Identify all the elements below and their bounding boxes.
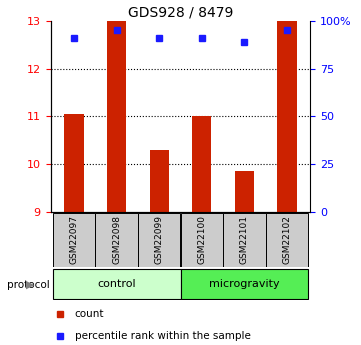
Bar [107,21,126,212]
Bar [235,171,254,212]
Text: count: count [75,309,104,319]
Bar [96,213,138,267]
Text: microgravity: microgravity [209,279,280,289]
Text: GSM22097: GSM22097 [69,215,78,264]
Bar [278,21,297,212]
Text: GSM22100: GSM22100 [197,215,206,264]
Bar [181,213,223,267]
Bar [53,213,95,267]
Bar [138,213,180,267]
Text: ▶: ▶ [26,280,35,289]
Text: GSM22101: GSM22101 [240,215,249,264]
Bar [149,150,169,212]
Bar [180,269,308,299]
Text: GSM22099: GSM22099 [155,215,164,264]
Bar [53,269,180,299]
Bar [223,213,265,267]
Text: percentile rank within the sample: percentile rank within the sample [75,331,251,341]
Text: GSM22098: GSM22098 [112,215,121,264]
Bar [64,114,83,212]
Bar [192,117,212,212]
Bar [266,213,308,267]
Text: control: control [97,279,136,289]
Text: GSM22102: GSM22102 [283,215,292,264]
Text: protocol: protocol [7,280,50,289]
Title: GDS928 / 8479: GDS928 / 8479 [128,6,233,20]
